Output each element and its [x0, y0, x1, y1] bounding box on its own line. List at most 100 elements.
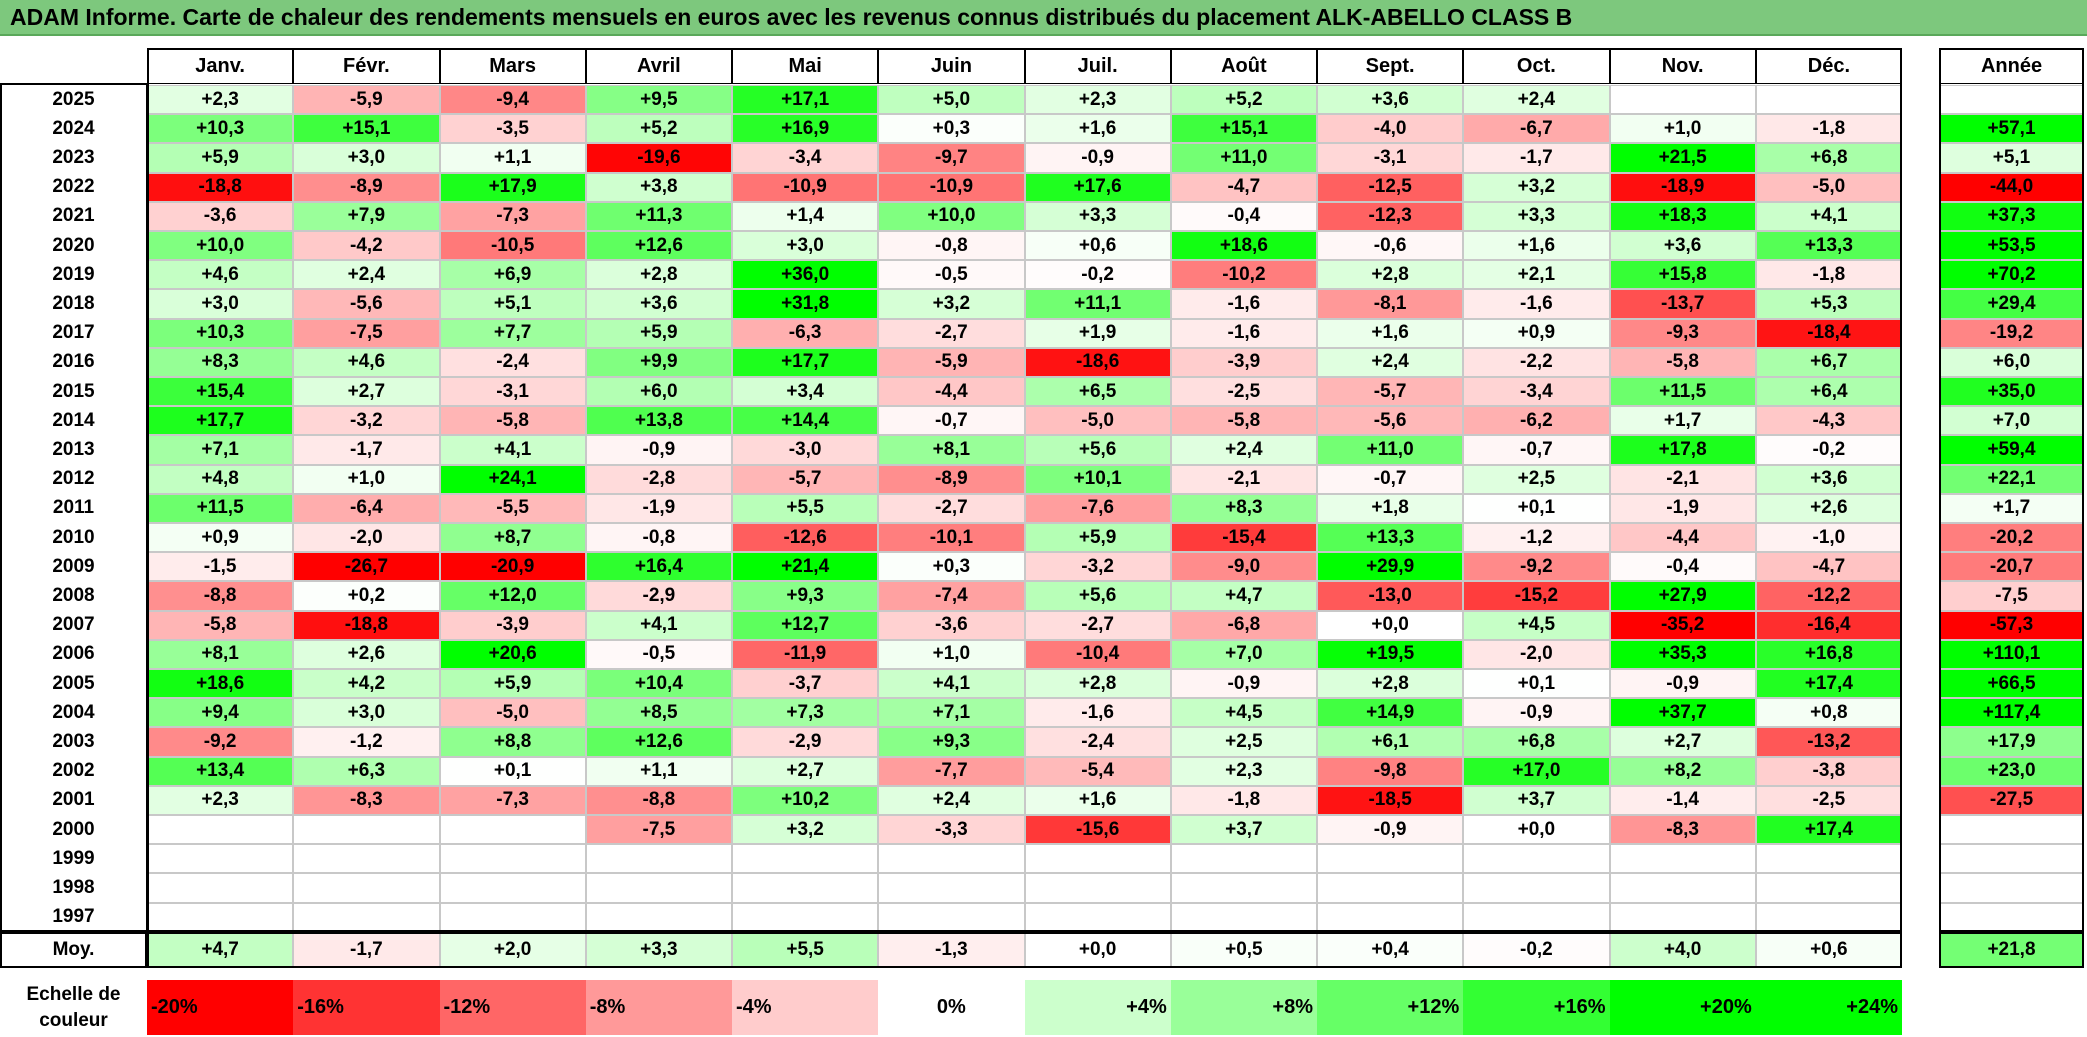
heat-cell: -0,6 [1317, 231, 1464, 261]
heat-cell [1170, 844, 1317, 874]
heat-cell: -1,6 [1170, 318, 1317, 348]
heat-cell: -1,6 [1463, 289, 1610, 319]
heat-cell: -7,3 [439, 201, 586, 231]
heat-cell: -1,2 [293, 727, 440, 757]
heat-cell: +3,2 [878, 289, 1025, 319]
heat-cell: -4,2 [293, 231, 440, 261]
heat-cell: +2,3 [1170, 756, 1317, 786]
heat-cell: +2,1 [1463, 260, 1610, 290]
row-year-label: 2015 [52, 380, 95, 402]
heat-cell: -0,5 [585, 639, 732, 669]
heat-cell: +1,0 [293, 464, 440, 494]
heat-cell: -6,4 [293, 493, 440, 523]
average-cell: +5,5 [732, 932, 879, 968]
heat-cell [1024, 902, 1171, 932]
heat-cell: +8,7 [439, 523, 586, 553]
heat-cell: +3,2 [732, 815, 879, 845]
heat-cell: -0,8 [878, 231, 1025, 261]
heat-cell: -15,4 [1170, 523, 1317, 553]
row-year-label: 2019 [52, 263, 95, 285]
heat-cell: -18,8 [293, 610, 440, 640]
heat-cell: -8,3 [1609, 815, 1756, 845]
heat-cell: +2,6 [293, 639, 440, 669]
heat-cell: -10,2 [1170, 260, 1317, 290]
row-year-label: 2012 [52, 468, 95, 490]
annual-cell: -19,2 [1939, 318, 2084, 348]
heat-cell: +4,8 [147, 464, 294, 494]
heat-cell: +11,0 [1170, 143, 1317, 173]
heat-cell: +24,1 [439, 464, 586, 494]
heat-cell: -0,4 [1609, 552, 1756, 582]
heat-cell: -8,8 [147, 581, 294, 611]
heat-cell [1755, 902, 1902, 932]
heat-cell: +1,6 [1024, 114, 1171, 144]
heat-cell: -3,7 [732, 669, 879, 699]
heat-cell [878, 844, 1025, 874]
heat-cell [585, 844, 732, 874]
heat-cell [732, 844, 879, 874]
heat-cell: -26,7 [293, 552, 440, 582]
annual-cell [1939, 85, 2084, 115]
heat-cell: -15,2 [1463, 581, 1610, 611]
heat-cell: -1,6 [1024, 698, 1171, 728]
heat-cell [1609, 85, 1756, 115]
heat-cell: +0,3 [878, 552, 1025, 582]
heat-cell: -1,6 [1170, 289, 1317, 319]
annual-cell [1939, 873, 2084, 903]
heat-cell: +15,1 [293, 114, 440, 144]
heat-cell: +10,3 [147, 318, 294, 348]
heat-cell: +5,3 [1755, 289, 1902, 319]
scale-step: 0% [878, 980, 1025, 1035]
heat-cell: +37,7 [1609, 698, 1756, 728]
heat-cell: -3,3 [878, 815, 1025, 845]
heat-cell: +1,4 [732, 201, 879, 231]
heat-cell: -4,4 [878, 377, 1025, 407]
heat-cell: -10,9 [878, 172, 1025, 202]
heat-cell: +3,3 [1463, 201, 1610, 231]
heat-cell: +6,3 [293, 756, 440, 786]
heat-cell [147, 902, 294, 932]
heat-cell: +1,0 [1609, 114, 1756, 144]
heat-cell: +0,0 [1463, 815, 1610, 845]
month-header: Mai [732, 48, 879, 84]
heat-cell: +0,1 [439, 756, 586, 786]
heat-cell: -6,2 [1463, 406, 1610, 436]
heat-cell: +17,9 [439, 172, 586, 202]
heat-cell: +10,2 [732, 785, 879, 815]
scale-step: +20% [1609, 980, 1756, 1035]
heat-cell: +5,6 [1024, 435, 1171, 465]
heat-cell: -13,7 [1609, 289, 1756, 319]
heat-cell: -3,6 [147, 201, 294, 231]
heat-cell [293, 873, 440, 903]
heat-cell: +2,8 [1024, 669, 1171, 699]
heat-cell: -13,2 [1755, 727, 1902, 757]
heat-cell: -0,8 [585, 523, 732, 553]
heat-cell: +5,9 [585, 318, 732, 348]
heat-cell: +10,1 [1024, 464, 1171, 494]
scale-step: -20% [147, 980, 294, 1035]
annual-cell: +7,0 [1939, 406, 2084, 436]
heat-cell: +11,3 [585, 201, 732, 231]
heat-cell: +2,7 [293, 377, 440, 407]
heat-cell [439, 902, 586, 932]
heat-cell: +1,9 [1024, 318, 1171, 348]
heat-cell: +13,3 [1317, 523, 1464, 553]
heat-cell: +3,0 [293, 698, 440, 728]
row-year-label: 2020 [52, 234, 95, 256]
heat-cell: +0,9 [147, 523, 294, 553]
heat-cell [293, 902, 440, 932]
heat-cell: -2,1 [1609, 464, 1756, 494]
average-cell: +2,0 [439, 932, 586, 968]
heat-cell: +4,7 [1170, 581, 1317, 611]
heat-cell: +12,0 [439, 581, 586, 611]
heat-cell: +0,9 [1463, 318, 1610, 348]
row-year-label: 2003 [52, 730, 95, 752]
heat-cell: +13,8 [585, 406, 732, 436]
month-header: Déc. [1755, 48, 1902, 84]
heat-cell: +2,3 [147, 785, 294, 815]
heat-cell: -8,9 [293, 172, 440, 202]
heat-cell: +5,2 [585, 114, 732, 144]
heat-cell: +9,4 [147, 698, 294, 728]
scale-step: +12% [1317, 980, 1464, 1035]
heat-cell: -4,4 [1609, 523, 1756, 553]
